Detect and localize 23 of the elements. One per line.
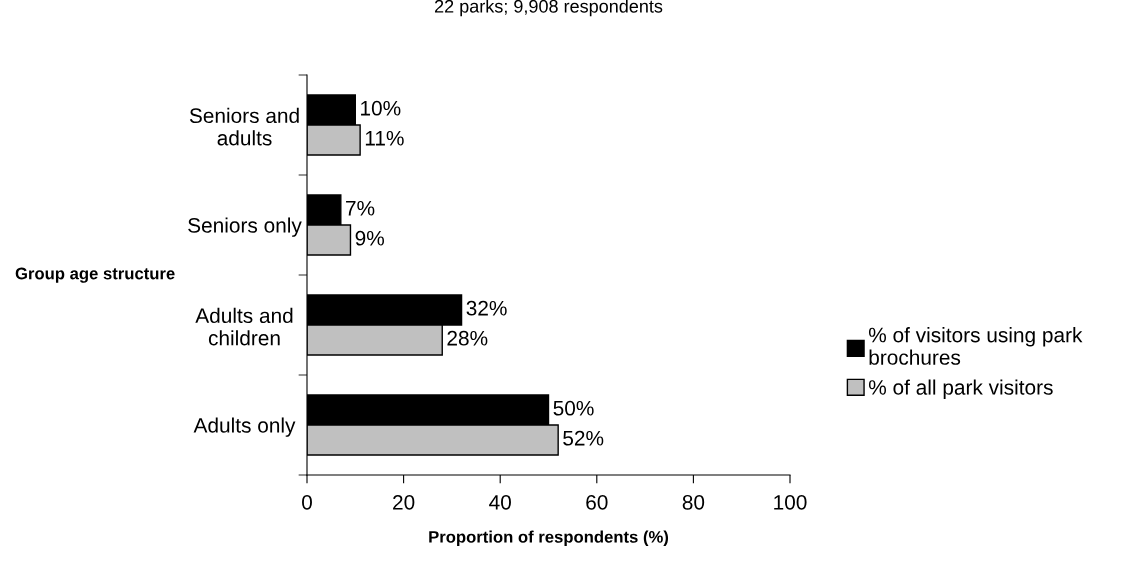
- data-label: 7%: [346, 200, 375, 216]
- x-tick-label: 20: [393, 494, 415, 510]
- data-label: 11%: [365, 130, 404, 146]
- legend-label: % of visitors using park brochures: [868, 327, 1083, 365]
- data-label: 52%: [563, 430, 604, 446]
- data-label: 10%: [361, 100, 401, 116]
- y-tick-label: Adults only: [193, 417, 296, 437]
- x-tick-label: 60: [586, 494, 608, 510]
- x-tick-label: 100: [774, 494, 807, 510]
- y-tick-label: Seniors and adults: [189, 107, 299, 146]
- x-tick-label: 40: [489, 494, 511, 510]
- legend-label: % of all park visitors: [868, 379, 1053, 399]
- y-tick-label: Seniors only: [188, 217, 302, 237]
- x-axis-title: Proportion of respondents (%): [429, 530, 669, 547]
- data-label: 32%: [466, 300, 507, 316]
- data-label: 50%: [553, 400, 594, 416]
- x-tick-label: 80: [682, 494, 705, 510]
- data-label: 28%: [447, 330, 488, 346]
- data-label: 9%: [355, 230, 385, 246]
- x-tick-label: 0: [302, 494, 312, 510]
- chart-title: 22 parks; 9,908 respondents: [434, 0, 663, 17]
- y-tick-label: Adults and children: [195, 307, 293, 346]
- y-axis-title: Group age structure: [15, 267, 175, 283]
